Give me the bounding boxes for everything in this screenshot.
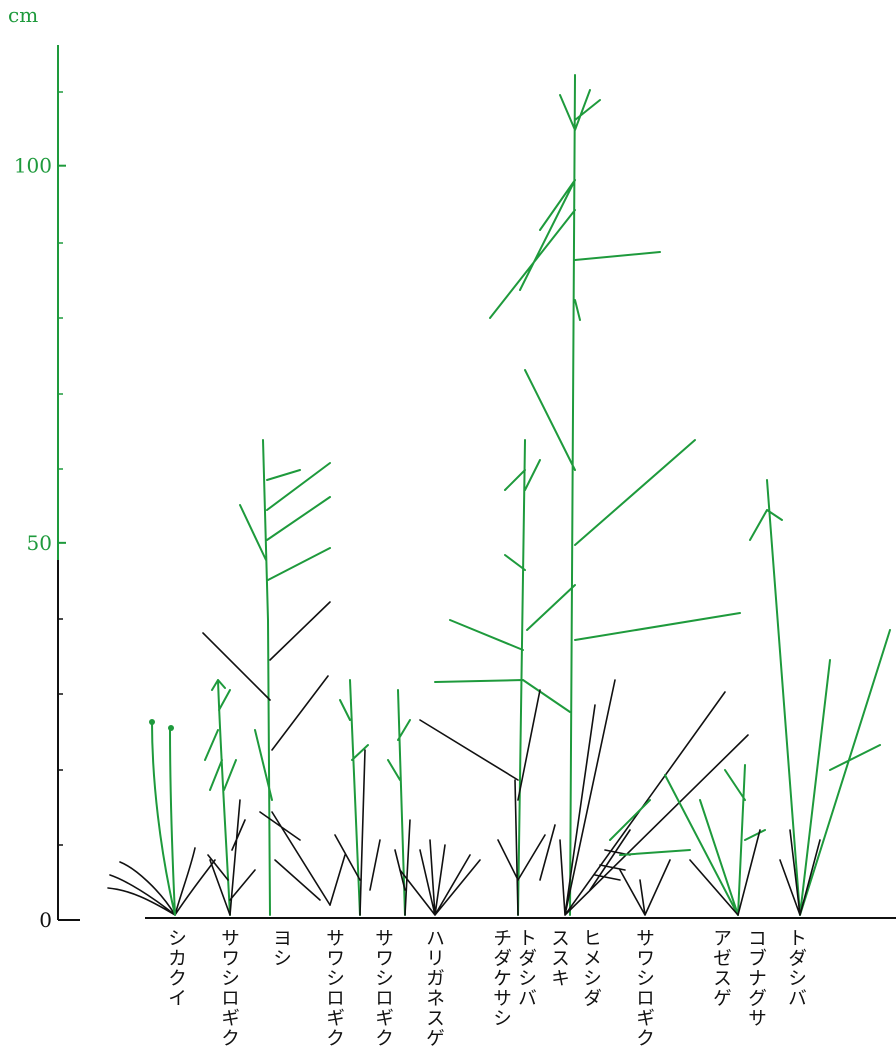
species-label: トダシバ <box>515 928 537 1008</box>
tick-label: 100 <box>14 154 52 178</box>
species-label: コブナグサ <box>745 928 767 1028</box>
species-label: ヒメシダ <box>580 928 602 1008</box>
species-label: アゼスゲ <box>710 928 732 1008</box>
species-label: シカクイ <box>165 928 187 1008</box>
minor-ticks <box>58 91 63 470</box>
species-label: サワシロギク <box>372 928 394 1048</box>
species-label: ハリガネスゲ <box>423 928 445 1048</box>
species-label: トダシバ <box>785 928 807 1008</box>
tick-label: 0 <box>39 908 52 932</box>
axis-unit: cm <box>8 3 38 27</box>
species-label: サワシロギク <box>633 928 655 1048</box>
tick-label: 50 <box>27 531 52 555</box>
minor-ticks <box>58 618 63 846</box>
plants <box>107 74 891 916</box>
species-label: チダケサシ <box>490 928 512 1028</box>
species-label: ススキ <box>548 928 570 988</box>
species-label: ヨシ <box>270 928 292 968</box>
species-label: サワシロギク <box>218 928 240 1048</box>
species-label: サワシロギク <box>323 928 345 1048</box>
